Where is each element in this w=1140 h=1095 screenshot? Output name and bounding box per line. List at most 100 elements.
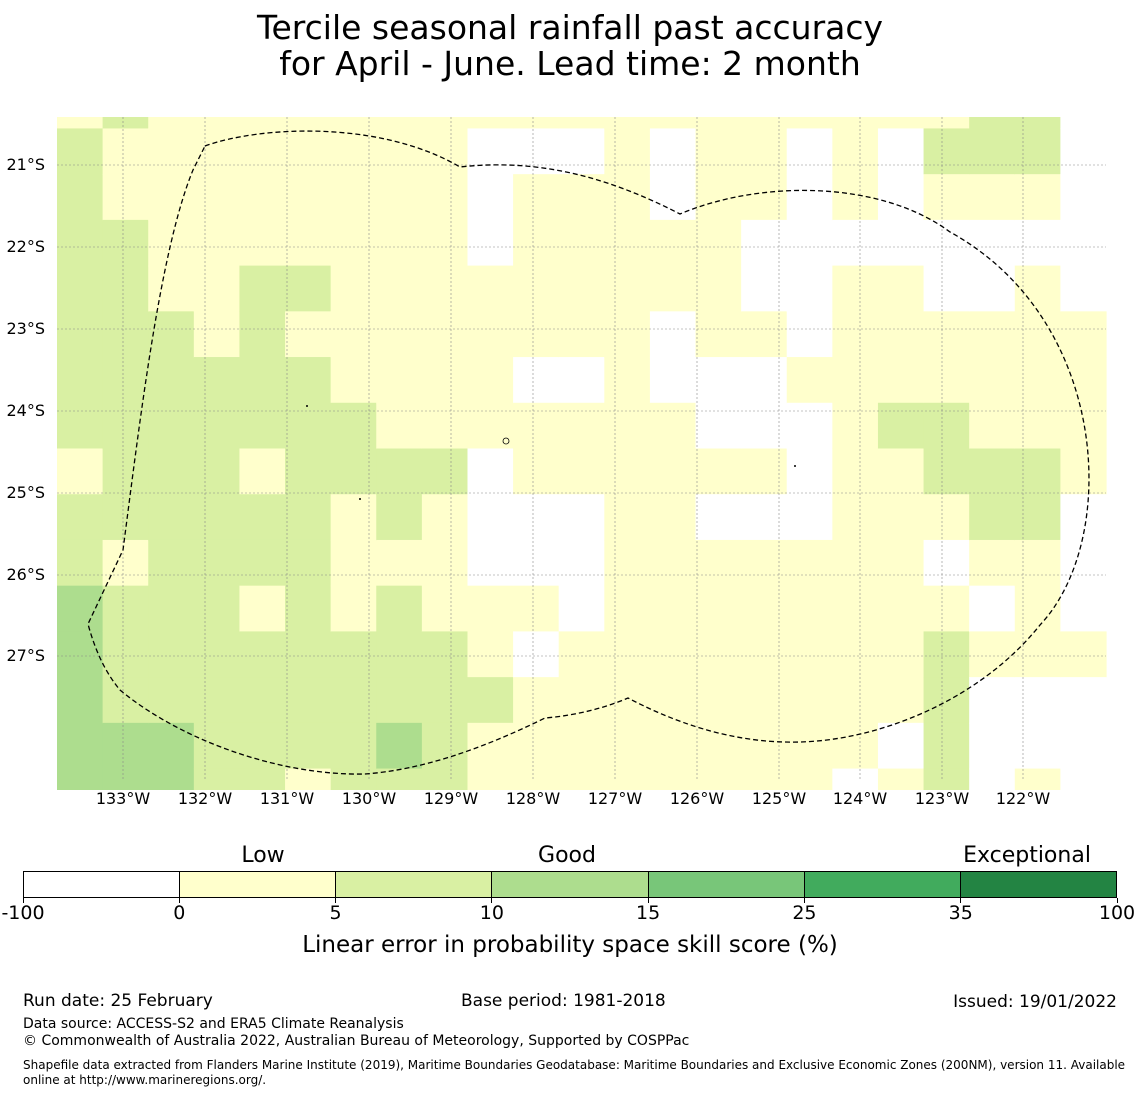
grid-cell	[57, 539, 104, 587]
grid-cell	[330, 357, 377, 404]
grid-cell	[1060, 265, 1107, 312]
grid-cell	[649, 128, 697, 175]
grid-cell	[467, 265, 514, 312]
grid-cell	[877, 219, 925, 267]
grid-cell	[285, 219, 332, 267]
grid-cell	[923, 631, 970, 678]
grid-cell	[969, 174, 1016, 221]
grid-cell	[832, 677, 879, 724]
grid-cell	[923, 265, 970, 312]
grid-cell	[513, 128, 560, 175]
colorbar-tick	[178, 898, 180, 903]
grid-cell	[1060, 677, 1107, 724]
grid-cell	[877, 677, 925, 724]
grid-cell	[193, 117, 241, 130]
grid-cell	[193, 539, 241, 587]
grid-cell	[57, 585, 104, 632]
grid-cell	[877, 128, 925, 175]
grid-cell	[1014, 494, 1061, 541]
grid-cell	[376, 631, 423, 678]
grid-cell	[513, 585, 560, 632]
grid-cell	[102, 219, 149, 267]
grid-cell	[148, 585, 195, 632]
grid-cell	[1060, 117, 1107, 130]
grid-cell	[330, 311, 377, 358]
grid-cell	[1014, 265, 1061, 312]
colorbar-tick-label: 15	[636, 902, 661, 924]
grid-cell	[1014, 768, 1061, 790]
grid-cell	[376, 117, 423, 130]
grid-cell	[923, 117, 970, 130]
grid-cell	[877, 117, 925, 130]
colorbar-label: Linear error in probability space skill …	[302, 932, 838, 958]
grid-cell	[57, 631, 104, 678]
grid-cell	[604, 722, 651, 770]
grid-cell	[1014, 448, 1061, 495]
grid-cell	[330, 677, 377, 724]
grid-cell	[558, 402, 605, 450]
grid-cell	[877, 174, 925, 221]
colorbar-segment	[180, 872, 337, 897]
grid-cell	[376, 677, 423, 724]
grid-cell	[57, 448, 104, 495]
grid-cell	[376, 585, 423, 632]
grid-cell	[604, 768, 651, 790]
grid-cell	[513, 311, 560, 358]
grid-cell	[513, 677, 560, 724]
colorbar-segment	[804, 872, 961, 897]
grid-cell	[695, 219, 742, 267]
grid-cell	[376, 265, 423, 312]
grid-cell	[102, 357, 149, 404]
grid-cell	[148, 174, 195, 221]
grid-cell	[148, 117, 195, 130]
lat-label: 25°S	[6, 483, 45, 502]
grid-cell	[786, 402, 833, 450]
grid-cell	[786, 585, 833, 632]
grid-cell	[467, 357, 514, 404]
grid-cell	[832, 448, 879, 495]
lat-label: 22°S	[6, 237, 45, 256]
grid-cell	[558, 585, 605, 632]
colorbar-segment	[648, 872, 805, 897]
grid-cell	[513, 265, 560, 312]
grid-cell	[148, 494, 195, 541]
chart-title-line-2: for April - June. Lead time: 2 month	[279, 44, 861, 83]
grid-cell	[558, 117, 605, 130]
grid-cell	[695, 448, 742, 495]
grid-cell	[467, 677, 514, 724]
grid-cell	[1014, 219, 1061, 267]
issued-date: Issued: 19/01/2022	[953, 992, 1117, 1012]
grid-cell	[467, 128, 514, 175]
grid-cell	[102, 265, 149, 312]
grid-cell	[421, 539, 469, 587]
colorbar-tick-label: -100	[1, 902, 45, 924]
grid-cell	[239, 402, 286, 450]
grid-cell	[421, 117, 469, 130]
grid-cell	[285, 402, 332, 450]
island-mark	[502, 437, 510, 445]
grid-cell	[741, 677, 788, 724]
grid-cell	[57, 174, 104, 221]
lon-label: 122°W	[995, 789, 1051, 808]
lon-label: 124°W	[832, 789, 888, 808]
grid-cell	[695, 265, 742, 312]
lon-label: 130°W	[341, 789, 397, 808]
grid-cell	[193, 128, 241, 175]
grid-cell	[239, 448, 286, 495]
grid-cell	[467, 174, 514, 221]
grid-cell	[148, 722, 195, 770]
grid-cell	[239, 265, 286, 312]
grid-cell	[285, 539, 332, 587]
grid-cell	[330, 128, 377, 175]
grid-cell	[969, 494, 1016, 541]
grid-cell	[1014, 539, 1061, 587]
grid-cell	[330, 174, 377, 221]
grid-cell	[649, 722, 697, 770]
grid-cell	[57, 357, 104, 404]
grid-cell	[969, 117, 1016, 130]
grid-cell	[1060, 128, 1107, 175]
grid-cell	[421, 677, 469, 724]
grid-cell	[877, 631, 925, 678]
grid-cell	[558, 448, 605, 495]
grid-cell	[877, 357, 925, 404]
